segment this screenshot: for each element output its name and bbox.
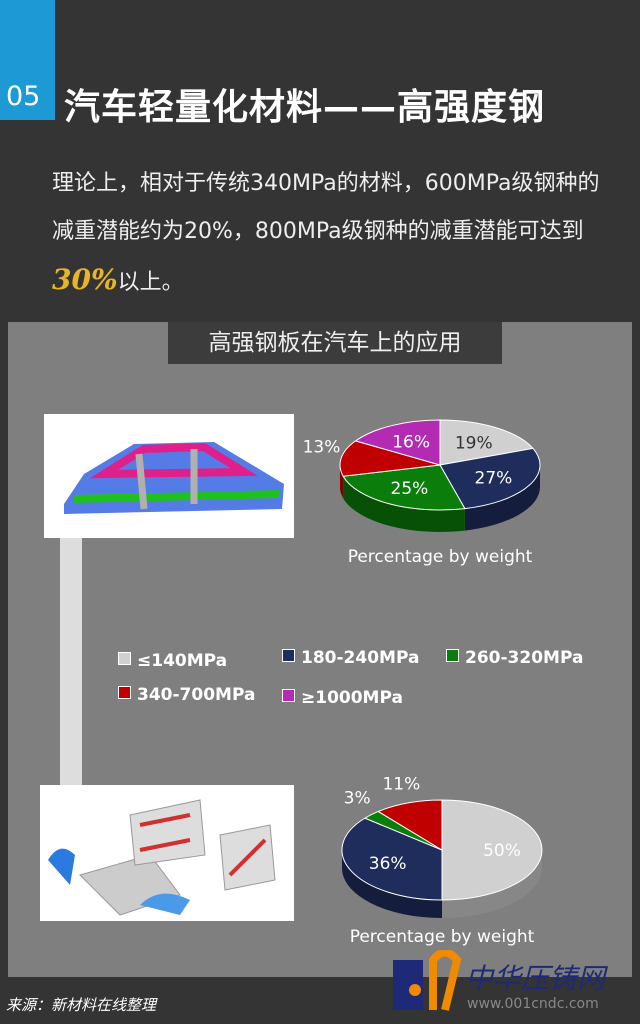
pie-slice-side [340, 465, 344, 499]
pie-data-label: 13% [303, 438, 341, 458]
legend-item-le140: ≤140MPa [118, 651, 227, 671]
legend-label: 340-700MPa [137, 685, 256, 705]
legend-swatch [282, 689, 295, 702]
pie-data-label: 11% [382, 775, 420, 795]
legend-item-260-320: 260-320MPa [446, 648, 583, 668]
intro-text-main: 理论上，相对于传统340MPa的材料，600MPa级钢种的减重潜能约为20%，8… [52, 171, 600, 244]
pie-slice-side [343, 476, 465, 532]
legend-label: 260-320MPa [465, 648, 584, 668]
legend-swatch [118, 652, 131, 665]
pie-slice-side [342, 850, 442, 918]
source-note: 来源：新材料在线整理 [6, 996, 157, 1014]
intro-text: 理论上，相对于传统340MPa的材料，600MPa级钢种的减重潜能约为20%，8… [52, 160, 612, 307]
legend-label: 180-240MPa [301, 648, 420, 668]
watermark-logo: 中华压铸网 www.001cndc.com [385, 948, 635, 1024]
pie-slice-side [442, 850, 542, 918]
watermark-text: 中华压铸网 [465, 962, 609, 995]
legend-swatch [446, 649, 459, 662]
car-body-image [44, 414, 294, 538]
page-title: 汽车轻量化材料——高强度钢 [64, 87, 546, 128]
section-number-badge: 05 [0, 0, 55, 120]
car-parts-image [40, 785, 294, 921]
pie-caption: Percentage by weight [350, 927, 535, 947]
pie-caption: Percentage by weight [348, 547, 533, 567]
pie-slice-180-240MPa [439, 447, 541, 510]
pie-data-label: 19% [455, 434, 493, 454]
legend-swatch [118, 686, 131, 699]
connector-bar [60, 538, 82, 788]
legend-label: ≤140MPa [137, 651, 228, 671]
legend-item-180-240: 180-240MPa [282, 648, 419, 668]
pie-slice-≥1000MPa [354, 419, 441, 466]
intro-text-end: 以上。 [117, 270, 184, 295]
pie-data-label: 50% [483, 841, 521, 861]
pie-slice-≤140MPa [441, 799, 543, 901]
pie-slice-180-240MPa [341, 817, 443, 901]
pie-slice-≤140MPa [439, 419, 534, 466]
pie-data-label: 25% [391, 479, 429, 499]
legend-label: ≥1000MPa [301, 688, 403, 708]
pie-slice-340-700MPa [339, 440, 441, 477]
pie-slice-260-320MPa [342, 464, 466, 511]
legend-item-340-700: 340-700MPa [118, 685, 255, 705]
pie-data-label: 36% [369, 854, 407, 874]
watermark-url: www.001cndc.com [467, 996, 599, 1012]
pie-slice-side [464, 465, 540, 531]
pie-data-label: 27% [475, 468, 513, 488]
legend-swatch [282, 649, 295, 662]
pie-data-label: 3% [344, 789, 371, 809]
section-number: 05 [6, 81, 41, 112]
pie-data-label: 16% [392, 432, 430, 452]
car-parts-drawing [48, 799, 276, 916]
car-body-drawing [64, 442, 284, 514]
pie-slice-340-700MPa [377, 799, 443, 851]
legend-item-ge1000: ≥1000MPa [282, 688, 403, 708]
intro-highlight: 30% [52, 263, 118, 296]
panel-title: 高强钢板在汽车上的应用 [168, 322, 502, 364]
